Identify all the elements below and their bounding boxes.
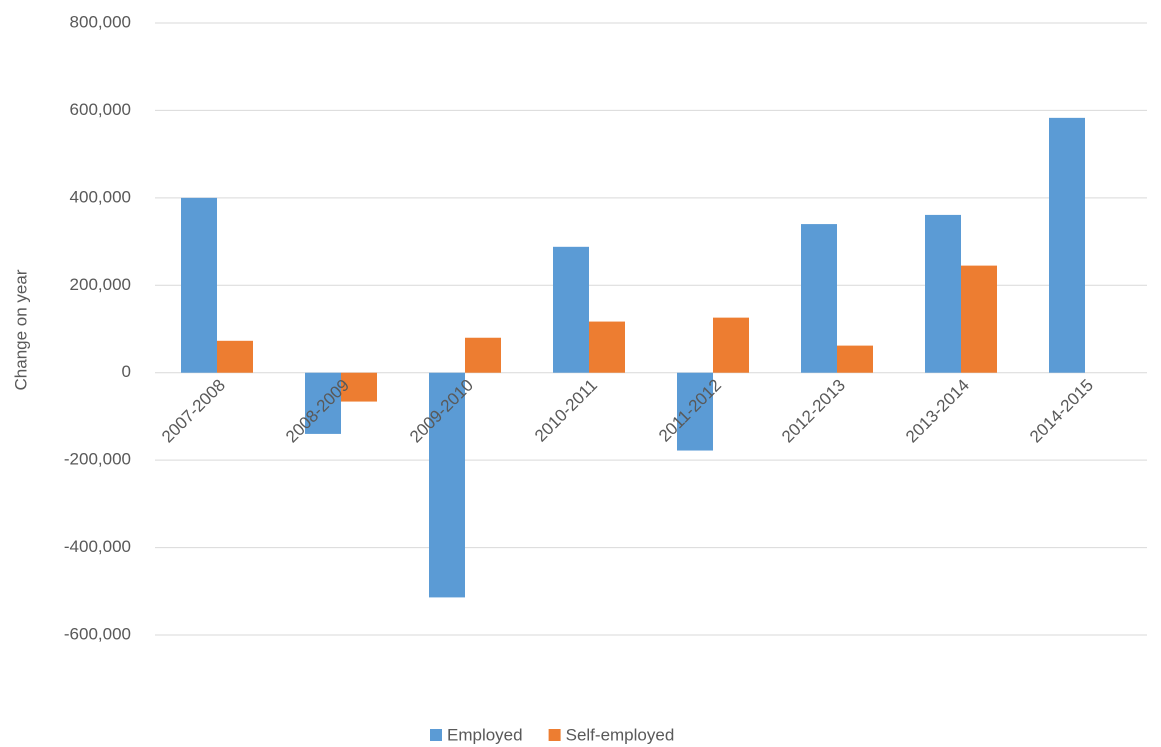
bar [837, 345, 873, 373]
bar [677, 372, 713, 451]
bar [801, 224, 837, 373]
bar [589, 321, 625, 373]
x-tick-label: 2007-2008 [158, 376, 229, 447]
y-tick-label: -600,000 [64, 624, 131, 643]
x-tick-label: 2014-2015 [1026, 376, 1097, 447]
bar [553, 246, 589, 373]
bar [961, 265, 997, 373]
y-axis-title: Change on year [11, 269, 30, 390]
legend-label: Employed [447, 725, 523, 744]
x-tick-label: 2013-2014 [902, 376, 973, 447]
bar [217, 340, 253, 373]
y-tick-label: 600,000 [70, 100, 131, 119]
bar [181, 197, 217, 373]
y-tick-label: 200,000 [70, 275, 131, 294]
legend-swatch [548, 729, 561, 741]
bar [925, 214, 961, 373]
bar [429, 372, 465, 598]
y-tick-label: 0 [122, 362, 131, 381]
y-tick-label: -200,000 [64, 450, 131, 469]
x-tick-label: 2010-2011 [531, 376, 601, 446]
bar [1049, 117, 1085, 373]
y-tick-label: 400,000 [70, 187, 131, 206]
y-tick-label: -400,000 [64, 537, 131, 556]
bar [713, 317, 749, 373]
bar [341, 372, 377, 402]
y-tick-label: 800,000 [70, 12, 131, 31]
x-tick-label: 2012-2013 [778, 376, 849, 447]
legend-swatch [430, 729, 442, 741]
bar [305, 372, 341, 434]
bar [465, 337, 501, 373]
legend-label: Self-employed [566, 725, 675, 744]
